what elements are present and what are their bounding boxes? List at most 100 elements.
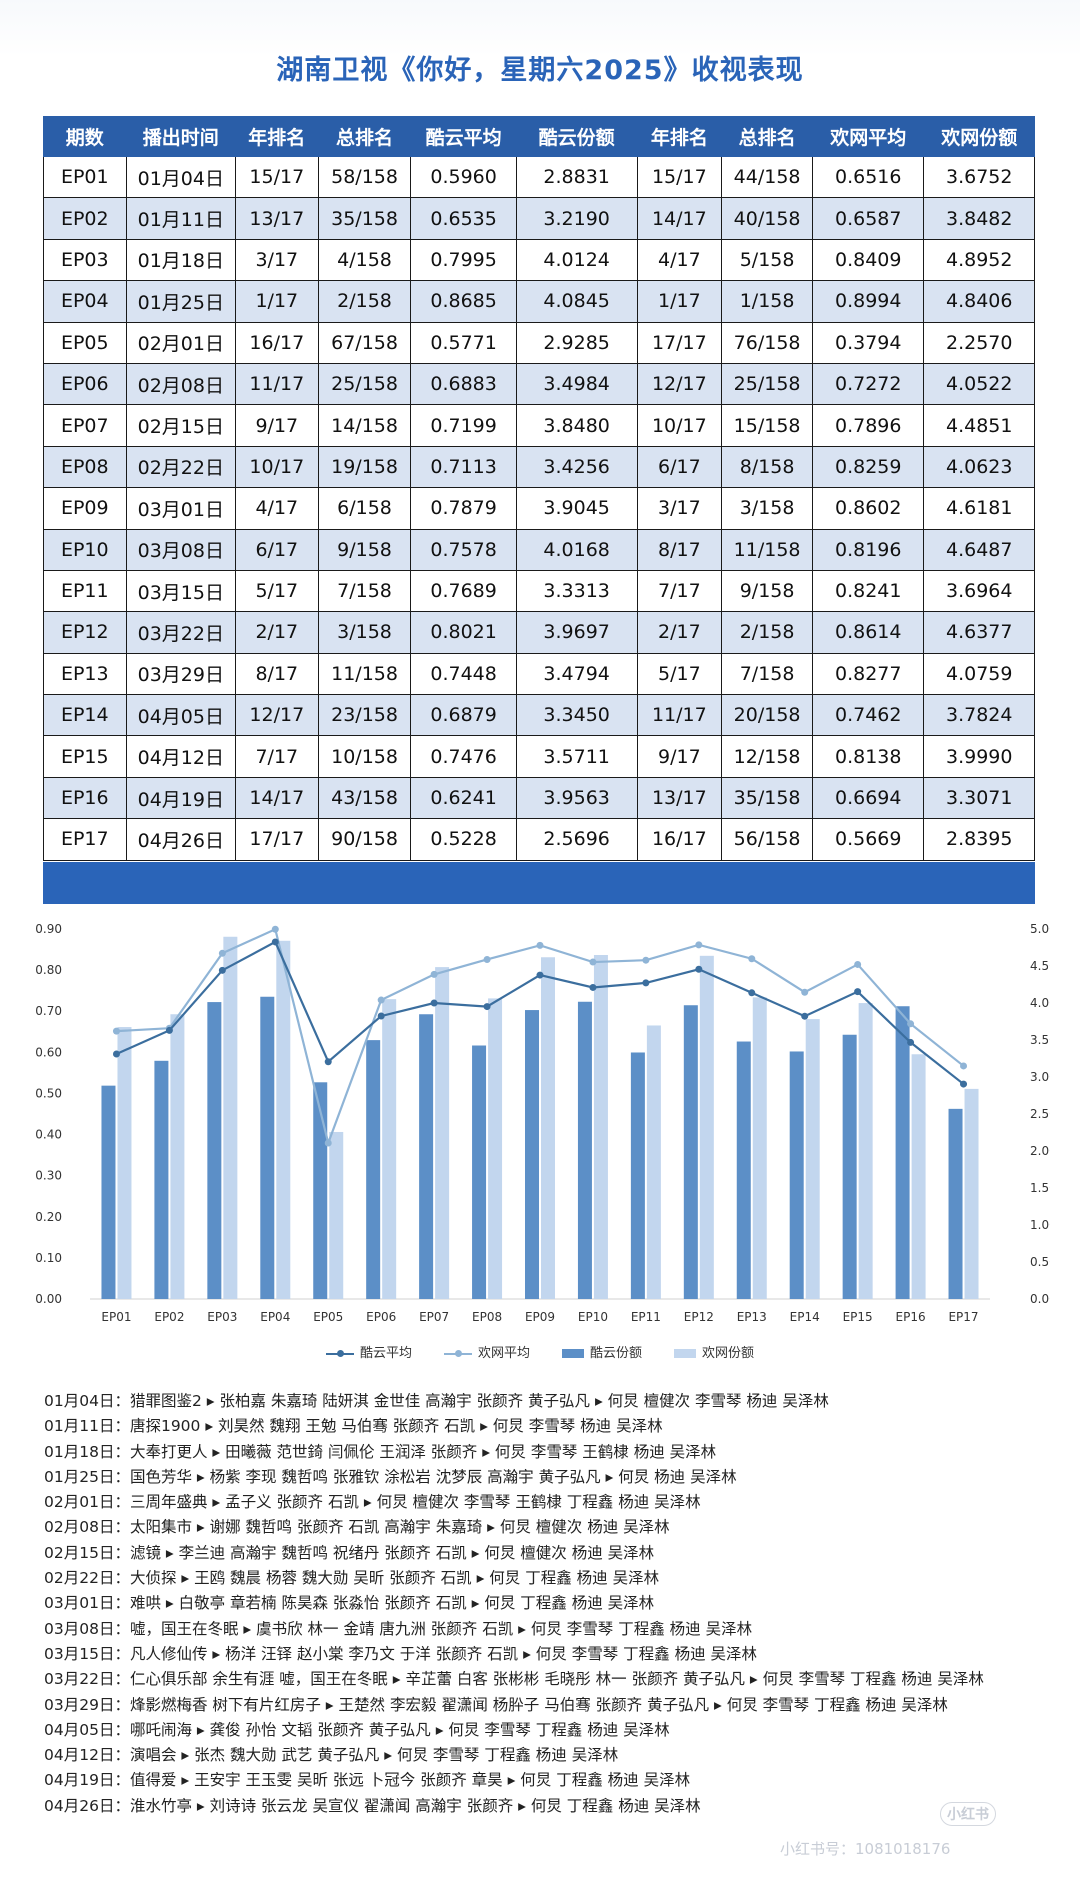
table-cell: 0.7995 — [411, 239, 516, 280]
table-cell: 2/158 — [722, 612, 813, 653]
table-cell: 0.8196 — [813, 529, 924, 570]
bar-kuyun-share — [154, 1061, 168, 1299]
table-cell: 4.0845 — [516, 281, 637, 322]
bar-kuyun-share — [949, 1109, 963, 1299]
point-kuyun-avg — [642, 979, 649, 986]
table-cell: 03月22日 — [126, 612, 235, 653]
point-kuyun-avg — [325, 1058, 332, 1065]
table-cell: 4.6377 — [924, 612, 1035, 653]
right-tick-label: 5.00 — [1030, 922, 1050, 936]
table-cell: 3/17 — [236, 239, 319, 280]
table-cell: 56/158 — [722, 819, 813, 860]
table-cell: 3.9990 — [924, 736, 1035, 777]
table-cell: 3.4984 — [516, 363, 637, 404]
point-huanwang-avg — [219, 950, 226, 957]
guest-text: 大侦探 ▸ 王鸥 魏晨 杨蓉 魏大勋 吴昕 张颜齐 石凯 ▸ 何炅 丁程鑫 杨迪… — [130, 1569, 659, 1587]
table-cell: 15/158 — [722, 405, 813, 446]
bar-huanwang-share — [647, 1025, 661, 1299]
table-cell: 3.9563 — [516, 777, 637, 818]
table-cell: 3.6752 — [924, 157, 1035, 198]
table-cell: 11/158 — [318, 653, 411, 694]
guest-text: 淮水竹亭 ▸ 刘诗诗 张云龙 吴宣仪 翟潇闻 高瀚宇 张颜齐 ▸ 何炅 丁程鑫 … — [130, 1797, 701, 1815]
table-cell: 2.5696 — [516, 819, 637, 860]
table-cell: 4.8406 — [924, 281, 1035, 322]
category-label: EP07 — [419, 1310, 449, 1324]
table-cell: 3.9697 — [516, 612, 637, 653]
left-tick-label: 0.80 — [35, 963, 62, 977]
table-cell: 0.8685 — [411, 281, 516, 322]
table-header-cell: 年排名 — [236, 117, 319, 157]
legend-swatch — [326, 1353, 354, 1355]
table-cell: 17/17 — [637, 322, 722, 363]
point-kuyun-avg — [166, 1027, 173, 1034]
table-cell: 4.8952 — [924, 239, 1035, 280]
table-cell: 23/158 — [318, 695, 411, 736]
right-tick-label: 3.00 — [1030, 1070, 1050, 1084]
chart-svg: 0.00 0.10 0.20 0.30 0.40 0.50 0.60 0.70 0.80 0.90… — [30, 915, 1050, 1335]
table-cell: 0.8614 — [813, 612, 924, 653]
table-cell: 20/158 — [722, 695, 813, 736]
table-cell: 0.5960 — [411, 157, 516, 198]
table-cell: 7/158 — [318, 570, 411, 611]
point-kuyun-avg — [272, 938, 279, 945]
guest-text: 大奉打更人 ▸ 田曦薇 范世錡 闫佩伦 王润泽 张颜齐 ▸ 何炅 李雪琴 王鹤棣… — [130, 1443, 716, 1461]
table-cell: 6/158 — [318, 488, 411, 529]
legend-swatch — [562, 1349, 584, 1358]
table-cell: 0.8259 — [813, 446, 924, 487]
table-cell: EP17 — [44, 819, 127, 860]
table-cell: 3.3313 — [516, 570, 637, 611]
table-cell: 04月05日 — [126, 695, 235, 736]
point-huanwang-avg — [748, 955, 755, 962]
table-cell: 6/17 — [236, 529, 319, 570]
category-label: EP03 — [207, 1310, 237, 1324]
table-row: EP15 04月12日 7/17 10/158 0.7476 3.5711 9/17 12/1… — [44, 736, 1035, 777]
point-huanwang-avg — [960, 1062, 967, 1069]
table-cell: 16/17 — [236, 322, 319, 363]
bar-huanwang-share — [965, 1089, 979, 1299]
table-cell: 0.8138 — [813, 736, 924, 777]
table-cell: 03月01日 — [126, 488, 235, 529]
table-cell: 1/17 — [236, 281, 319, 322]
table-cell: 67/158 — [318, 322, 411, 363]
table-cell: EP03 — [44, 239, 127, 280]
table-cell: 4.4851 — [924, 405, 1035, 446]
table-cell: 4.6487 — [924, 529, 1035, 570]
table-row: EP12 03月22日 2/17 3/158 0.8021 3.9697 2/17 2/158… — [44, 612, 1035, 653]
line-huanwang-avg — [116, 929, 963, 1143]
legend-label: 欢网份额 — [702, 1346, 754, 1361]
table-cell: 0.6694 — [813, 777, 924, 818]
table-cell: 12/17 — [637, 363, 722, 404]
table-cell: EP06 — [44, 363, 127, 404]
legend-item: 酷云平均 — [326, 1342, 412, 1361]
right-tick-label: 2.50 — [1030, 1107, 1050, 1121]
table-cell: 15/17 — [637, 157, 722, 198]
guest-row: 03月15日：凡人修仙传 ▸ 杨洋 汪铎 赵小棠 李乃文 于洋 张颜齐 石凯 ▸… — [44, 1642, 1064, 1667]
table-cell: EP11 — [44, 570, 127, 611]
guest-row: 02月15日：滤镜 ▸ 李兰迪 高瀚宇 魏哲鸣 祝绪丹 张颜齐 石凯 ▸ 何炅 … — [44, 1541, 1064, 1566]
guest-row: 03月01日：难哄 ▸ 白敬亭 章若楠 陈昊森 张淼怡 张颜齐 石凯 ▸ 何炅 … — [44, 1591, 1064, 1616]
point-huanwang-avg — [642, 957, 649, 964]
point-kuyun-avg — [695, 966, 702, 973]
table-cell: 6/17 — [637, 446, 722, 487]
table-cell: 7/17 — [637, 570, 722, 611]
guest-date: 01月11日： — [44, 1417, 130, 1435]
table-cell: 2.9285 — [516, 322, 637, 363]
guest-row: 04月19日：值得爱 ▸ 王安宇 王玉雯 吴昕 张远 卜冠今 张颜齐 章昊 ▸ … — [44, 1768, 1064, 1793]
table-header-cell: 酷云平均 — [411, 117, 516, 157]
point-huanwang-avg — [113, 1028, 120, 1035]
guest-date: 02月01日： — [44, 1493, 130, 1511]
legend-marker-dot — [455, 1350, 462, 1357]
guest-date: 03月22日： — [44, 1670, 130, 1688]
left-tick-label: 0.90 — [35, 922, 62, 936]
guest-row: 02月01日：三周年盛典 ▸ 孟子义 张颜齐 石凯 ▸ 何炅 檀健次 李雪琴 王… — [44, 1490, 1064, 1515]
table-cell: 0.8021 — [411, 612, 516, 653]
table-cell: 0.7272 — [813, 363, 924, 404]
table-cell: 14/17 — [236, 777, 319, 818]
table-cell: 02月01日 — [126, 322, 235, 363]
table-cell: 2/17 — [637, 612, 722, 653]
guest-text: 演唱会 ▸ 张杰 魏大勋 武艺 黄子弘凡 ▸ 何炅 李雪琴 丁程鑫 杨迪 吴泽林 — [130, 1746, 618, 1764]
table-cell: 14/17 — [637, 198, 722, 239]
bar-kuyun-share — [896, 1006, 910, 1299]
point-kuyun-avg — [537, 972, 544, 979]
table-row: EP02 01月11日 13/17 35/158 0.6535 3.2190 14/17 40… — [44, 198, 1035, 239]
